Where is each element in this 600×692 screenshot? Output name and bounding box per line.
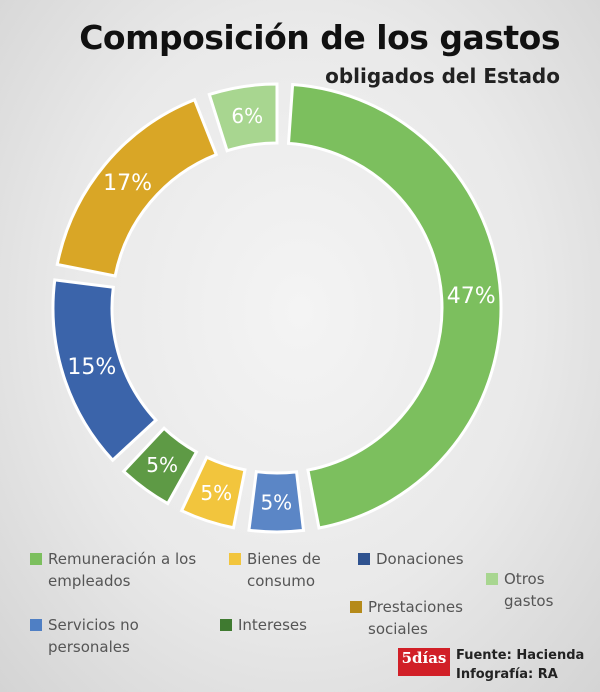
legend-swatch [350, 601, 362, 613]
legend-swatch [229, 553, 241, 565]
legend-item-servicios-no-personales: Servicios no personales [30, 614, 139, 658]
legend-item-remuneracion: Remuneración a los empleados [30, 548, 196, 592]
slice-label: 6% [231, 104, 263, 128]
donut-slice [121, 426, 199, 506]
slice-label: 5% [146, 453, 178, 477]
donut-slice [179, 455, 247, 530]
legend-item-prestaciones-sociales: Prestaciones sociales [350, 596, 463, 640]
donut-slice [286, 82, 503, 530]
legend-label: Intereses [238, 616, 307, 634]
legend-swatch [358, 553, 370, 565]
slice-label: 15% [67, 355, 116, 380]
legend-label: Bienes de consumo [247, 550, 321, 590]
legend-label: Servicios no personales [48, 616, 139, 656]
credit-text: Infografía: RA [456, 667, 558, 682]
slice-label: 5% [260, 490, 292, 514]
legend-item-intereses: Intereses [220, 614, 307, 636]
legend-swatch [220, 619, 232, 631]
donut-slice [51, 278, 159, 463]
slice-label: 17% [103, 171, 152, 196]
legend-swatch [30, 553, 42, 565]
slice-label: 5% [200, 481, 232, 505]
legend-swatch [486, 573, 498, 585]
legend-label: Prestaciones sociales [368, 598, 463, 638]
donut-slice [207, 82, 279, 153]
legend-item-bienes-de-consumo: Bienes de consumo [229, 548, 321, 592]
chart-subtitle: obligados del Estado [325, 64, 560, 88]
donut-slice [247, 470, 306, 534]
source-credit: Fuente: Hacienda Infografía: RA [456, 646, 584, 684]
cinco-dias-logo: 5días [398, 648, 450, 676]
legend-item-otros-gastos: Otros gastos [486, 568, 553, 612]
donut-slice [55, 97, 219, 278]
legend-item-donaciones: Donaciones [358, 548, 464, 570]
chart-title: Composición de los gastos [79, 18, 560, 57]
source-text: Fuente: Hacienda [456, 648, 585, 663]
legend-label: Donaciones [376, 550, 464, 568]
legend-label: Remuneración a los empleados [48, 550, 197, 590]
slice-label: 47% [447, 284, 496, 309]
legend-label: Otros gastos [504, 570, 554, 610]
legend-swatch [30, 619, 42, 631]
